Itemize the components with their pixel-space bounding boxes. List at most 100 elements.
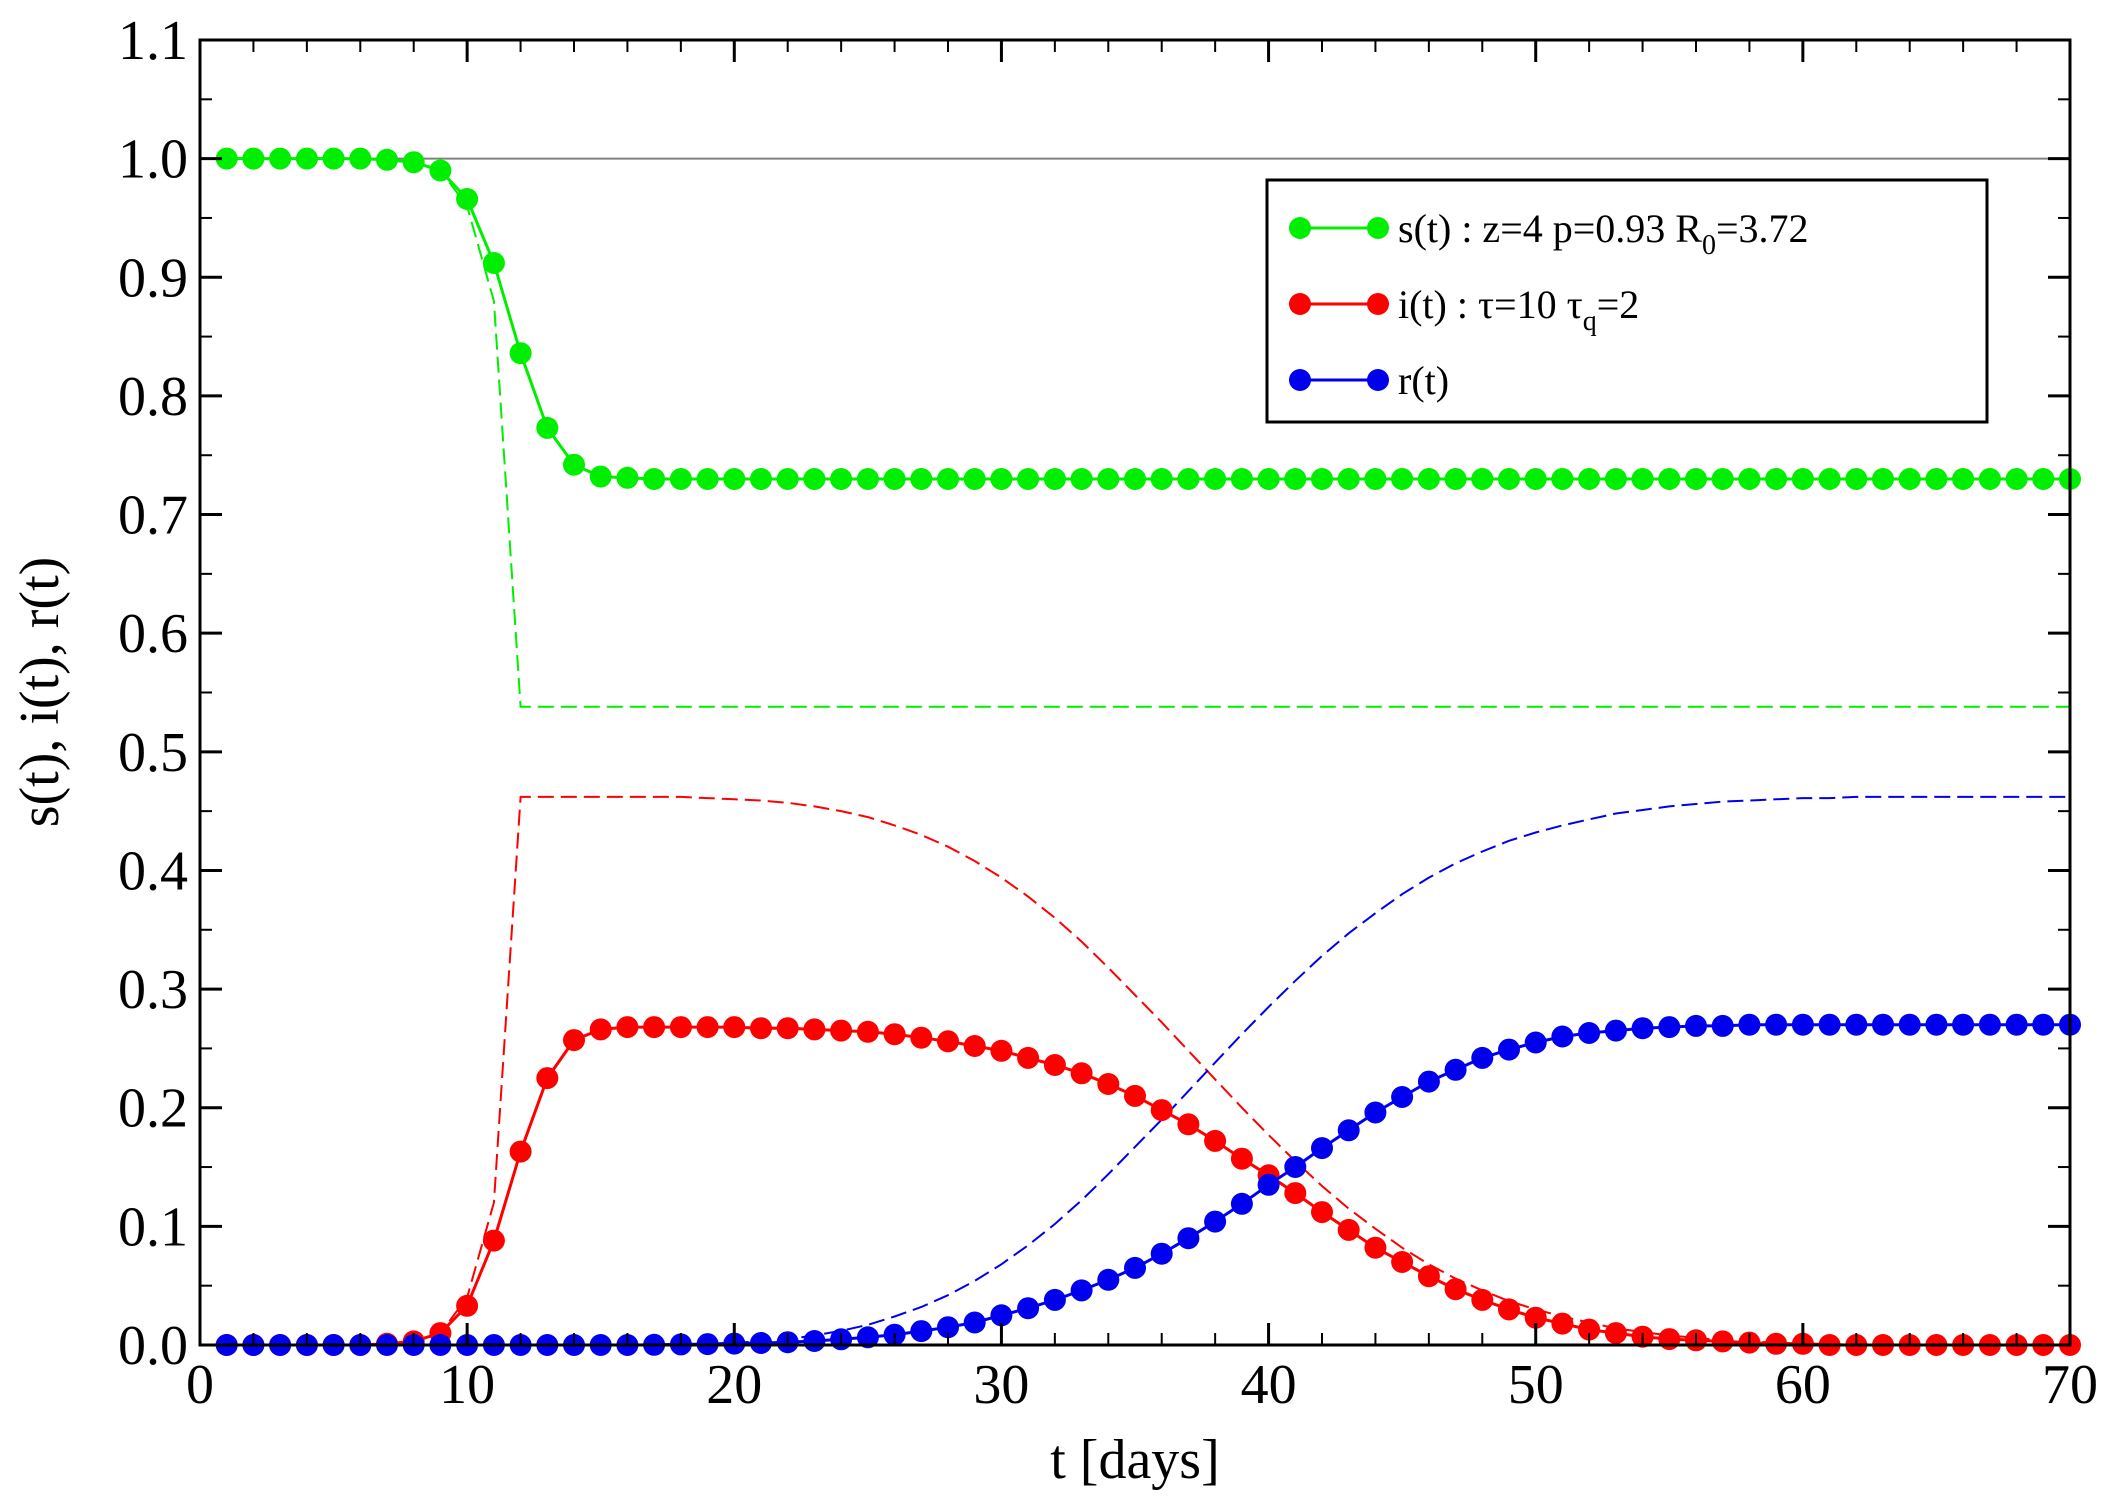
- series-2-point: [1711, 1014, 1734, 1037]
- series-2-point: [1872, 1013, 1894, 1036]
- legend-marker: [1289, 293, 1311, 315]
- series-2-point: [1391, 1086, 1414, 1108]
- series-0-point: [536, 416, 559, 439]
- series-0-point: [750, 468, 772, 490]
- series-0-point: [349, 147, 372, 170]
- series-0-point: [910, 468, 933, 490]
- series-1-point: [509, 1140, 532, 1163]
- series-1-point: [803, 1018, 826, 1041]
- y-tick-label: 0.9: [118, 247, 188, 309]
- series-2-point: [1765, 1013, 1788, 1036]
- series-0-point: [376, 148, 398, 171]
- series-0-point: [830, 468, 853, 490]
- series-0-point: [1551, 468, 1574, 490]
- x-tick-label: 30: [973, 1354, 1029, 1416]
- series-2-point: [1337, 1119, 1360, 1142]
- series-2-point: [1978, 1013, 2001, 1036]
- series-0-point: [269, 147, 292, 170]
- x-tick-label: 60: [1775, 1354, 1831, 1416]
- series-0-point: [1925, 468, 1948, 490]
- series-1-point: [643, 1016, 666, 1039]
- series-0-point: [1498, 468, 1520, 490]
- series-0-point: [1204, 468, 1227, 490]
- series-0-point: [1257, 468, 1280, 490]
- legend-marker: [1367, 293, 1389, 315]
- series-0-point: [322, 147, 345, 170]
- series-2-point: [937, 1316, 959, 1339]
- series-1-point: [482, 1229, 505, 1252]
- series-0-point: [1872, 468, 1894, 490]
- series-0-point: [242, 147, 265, 170]
- series-0-point: [669, 468, 692, 490]
- y-tick-label: 1.1: [118, 10, 188, 72]
- series-2-point: [1471, 1046, 1494, 1069]
- series-0-point: [1711, 468, 1734, 490]
- series-1-point: [1043, 1054, 1066, 1076]
- series-1-point: [1524, 1306, 1547, 1329]
- series-2-point: [1578, 1022, 1601, 1044]
- series-0-point: [937, 468, 959, 490]
- series-0-point: [1818, 468, 1841, 490]
- series-0-point: [1070, 468, 1093, 490]
- series-1-point: [696, 1016, 719, 1039]
- series-1-point: [1711, 1330, 1734, 1353]
- series-0-point: [1658, 468, 1681, 490]
- series-1-point: [1444, 1278, 1467, 1301]
- x-tick-label: 10: [439, 1354, 495, 1416]
- series-0-point: [990, 468, 1013, 490]
- y-tick-label: 0.0: [118, 1315, 188, 1377]
- series-2-point: [1124, 1256, 1146, 1279]
- series-2-point: [1364, 1101, 1387, 1124]
- y-tick-label: 0.4: [118, 840, 188, 902]
- y-tick-label: 0.2: [118, 1078, 188, 1140]
- series-2-point: [1524, 1031, 1547, 1054]
- series-0-point: [1444, 468, 1467, 490]
- series-1-point: [1284, 1182, 1307, 1205]
- series-2-point: [1284, 1156, 1307, 1178]
- series-2-point: [1898, 1013, 1921, 1036]
- series-0-point: [563, 453, 585, 476]
- series-2-point: [1845, 1013, 1868, 1036]
- marker-series-layer: [215, 147, 2081, 1356]
- series-2-point: [2005, 1013, 2028, 1036]
- series-2-point: [1738, 1013, 1761, 1036]
- series-0-point: [643, 468, 666, 490]
- series-2-point: [1551, 1025, 1574, 1048]
- series-0-point: [402, 151, 425, 174]
- series-2-point: [963, 1311, 986, 1334]
- series-0-point: [295, 147, 318, 170]
- series-2-point: [1791, 1013, 1814, 1036]
- x-tick-label: 40: [1241, 1354, 1297, 1416]
- legend-label: i(t) : τ=10 τq=2: [1398, 282, 1639, 337]
- series-1-point: [1311, 1201, 1333, 1224]
- series-1-point: [883, 1023, 906, 1046]
- series-0-point: [803, 468, 826, 490]
- series-2-point: [990, 1304, 1013, 1327]
- series-2-point: [1417, 1070, 1440, 1093]
- series-0-point: [1685, 468, 1707, 490]
- series-2-point: [1498, 1038, 1520, 1061]
- series-1-point: [1337, 1218, 1360, 1241]
- series-0-point: [1765, 468, 1788, 490]
- series-1-point: [937, 1030, 959, 1053]
- series-1-point: [536, 1067, 559, 1090]
- series-2-point: [1631, 1017, 1654, 1040]
- series-1-point: [856, 1020, 879, 1043]
- series-0-point: [1845, 468, 1868, 490]
- series-0-point: [1177, 468, 1200, 490]
- x-axis-label: t [days]: [1050, 1429, 1220, 1491]
- series-0-point: [1097, 468, 1120, 490]
- series-0-point: [1578, 468, 1601, 490]
- series-0-point: [1898, 468, 1921, 490]
- series-0-point: [1364, 468, 1387, 490]
- series-0-point: [1284, 468, 1307, 490]
- series-0-point: [963, 468, 986, 490]
- series-1-point: [910, 1026, 933, 1049]
- series-1-point: [456, 1294, 479, 1317]
- series-1-point: [1658, 1328, 1681, 1351]
- series-1-point: [1551, 1312, 1574, 1335]
- series-1-point: [1498, 1298, 1520, 1321]
- series-0-point: [1471, 468, 1494, 490]
- legend-label: r(t): [1398, 358, 1449, 403]
